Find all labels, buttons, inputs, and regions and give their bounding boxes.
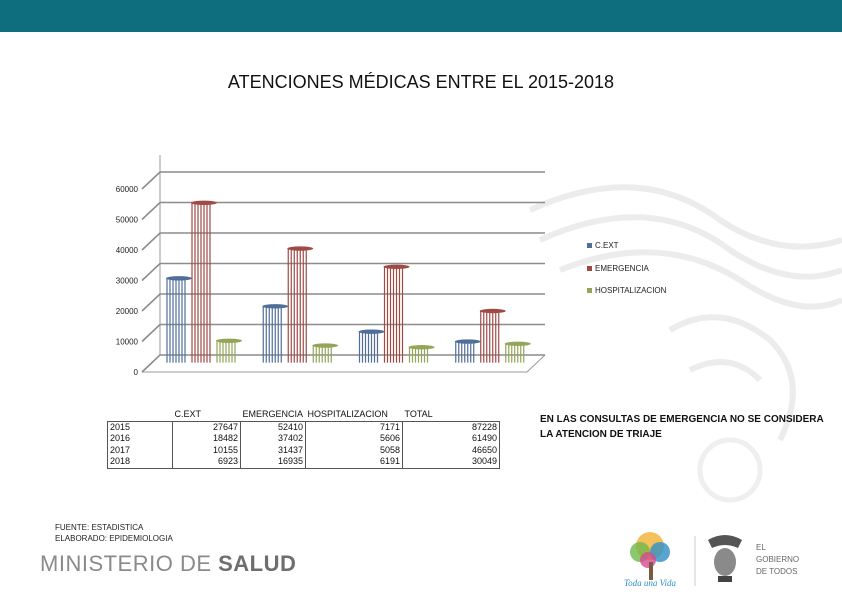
table-cell-year: 2016 [107,433,173,445]
government-logos: Toda una Vida EL GOBIERNO DE TODOS [624,532,799,588]
logo-right-line: GOBIERNO [756,555,799,564]
gridline [141,354,545,373]
table-cell: 7171 [305,421,403,433]
legend-label: HOSPITALIZACION [595,286,667,295]
bar-chart: 0100002000030000400005000060000201520162… [116,155,546,377]
table-cell: 37402 [240,433,306,445]
bar [408,345,435,363]
legend-item-hospitalizacion: HOSPITALIZACION [587,285,666,296]
logo-right-line: EL [756,543,766,552]
table-cell-year: 2018 [107,456,173,468]
legend-swatch [587,265,592,271]
logo-left-text: Toda una Vida [624,578,677,588]
legend-item-cext: C.EXT [587,240,666,251]
table-header-cell: C.EXT [174,409,202,419]
y-tick-label: 20000 [116,307,139,316]
table-cell-year: 2015 [107,421,173,433]
bar [383,264,410,363]
logo-right-line: DE TODOS [756,567,798,576]
header-bar [0,0,842,32]
table-cell: 31437 [240,444,306,456]
table-cell: 6191 [305,456,403,468]
toda-una-vida-logo-icon: Toda una Vida [624,532,677,588]
table-header-cell: EMERGENCIA [242,409,304,419]
bar [262,304,289,363]
ministry-logo: MINISTERIO DE SALUD [40,551,296,577]
floor-edge [526,354,546,373]
bar [166,276,192,363]
source-credit: FUENTE: ESTADISTICA [55,523,144,532]
data-table: C.EXT EMERGENCIA HOSPITALIZACION TOTAL 2… [107,409,500,469]
bar [216,338,242,363]
legend-label: C.EXT [595,241,619,250]
table-cell: 16935 [240,456,306,468]
gridline [141,262,545,282]
ecuador-coat-of-arms-icon [708,535,742,582]
legend-swatch [587,243,592,248]
chart-legend: C.EXT EMERGENCIA HOSPITALIZACION [587,240,666,308]
y-tick-label: 40000 [116,246,139,255]
bar [312,343,339,363]
y-tick-label: 60000 [116,185,139,194]
table-header-cell: TOTAL [404,409,433,419]
legend-item-emergencia: EMERGENCIA [587,263,666,274]
table-header-cell [108,409,173,421]
y-tick-label: 10000 [116,338,139,347]
table-cell: 61490 [402,433,500,445]
bar [358,329,385,363]
y-tick-label: 0 [134,368,139,377]
y-tick-label: 50000 [116,216,139,225]
table-cell: 18482 [172,433,241,445]
table-cell-year: 2017 [107,444,173,456]
gridline [141,201,545,221]
gridline [141,323,545,343]
table-header-cell: HOSPITALIZACION [307,409,388,419]
bar [287,246,314,363]
table-cell: 27647 [172,421,241,433]
legend-label: EMERGENCIA [595,263,649,273]
bar [191,200,217,363]
table-cell: 52410 [240,421,306,433]
bar [454,339,481,363]
gridline [141,171,545,190]
eagle-watermark-icon [528,184,842,503]
ministry-name: MINISTERIO DE [40,551,219,576]
table-header-row: C.EXT EMERGENCIA HOSPITALIZACION TOTAL [108,409,500,421]
gridline [141,293,545,312]
table-cell: 30049 [402,456,500,468]
table-row: 2017 10155 31437 5058 46650 [107,444,500,456]
table-cell: 87228 [402,421,500,433]
credits: FUENTE: ESTADISTICA ELABORADO: EPIDEMIOL… [55,522,173,544]
table-cell: 5058 [305,444,403,456]
bar [479,308,506,363]
table-cell: 5606 [305,433,403,445]
bar [504,341,531,363]
page-title: ATENCIONES MÉDICAS ENTRE EL 2015-2018 [227,72,615,92]
table-cell: 6923 [172,456,241,468]
ministry-name-bold: SALUD [218,551,297,576]
author-credit: ELABORADO: EPIDEMIOLOGIA [55,534,173,543]
table-cell: 10155 [172,444,241,456]
gridline [141,232,545,251]
table-row: 2018 6923 16935 6191 30049 [107,456,500,468]
triage-note: EN LAS CONSULTAS DE EMERGENCIA NO SE CON… [540,414,824,440]
table-row: 2016 18482 37402 5606 61490 [107,433,500,445]
y-tick-label: 30000 [116,277,139,286]
table-row: 2015 27647 52410 7171 87228 [107,421,500,433]
table-cell: 46650 [402,444,500,456]
legend-swatch [587,288,592,293]
